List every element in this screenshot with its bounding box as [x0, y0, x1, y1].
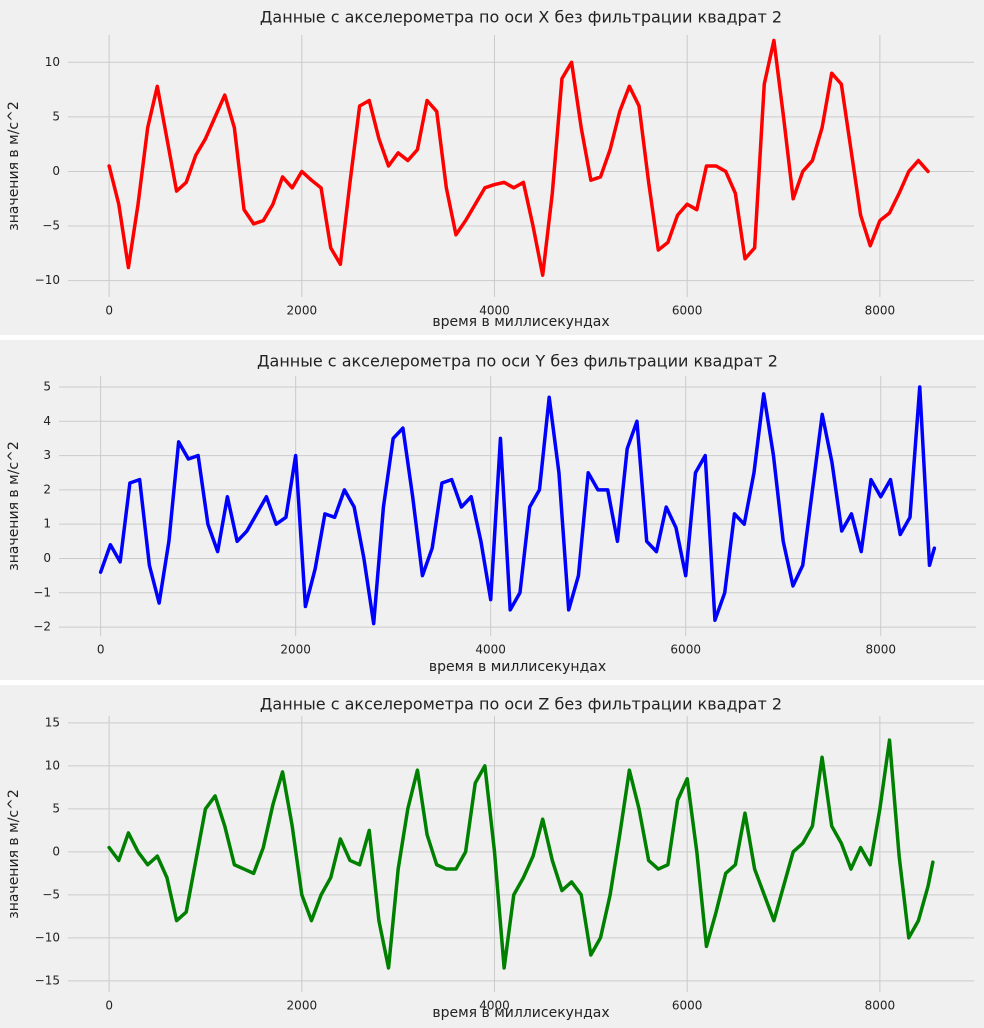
x-axis-label: время в миллисекундах: [429, 659, 606, 675]
x-tick-label: 2000: [287, 304, 318, 318]
panel-background: [0, 0, 984, 335]
x-tick-label: 0: [105, 304, 113, 318]
x-axis-label: время в миллисекундах: [432, 314, 609, 330]
y-tick-label: 0: [52, 844, 60, 858]
y-tick-label: −2: [33, 620, 51, 634]
y-axis-label: значения в м/с^2: [6, 101, 22, 231]
panel-background: [0, 340, 984, 680]
y-tick-label: −10: [35, 930, 60, 944]
y-tick-label: 5: [52, 109, 60, 123]
x-tick-label: 0: [105, 999, 113, 1013]
y-tick-label: 4: [43, 414, 51, 428]
panel-background: [0, 685, 984, 1028]
y-tick-label: 1: [43, 517, 51, 531]
y-tick-label: −15: [35, 973, 60, 987]
x-tick-label: 6000: [672, 999, 703, 1013]
x-tick-label: 6000: [672, 304, 703, 318]
y-tick-label: 10: [45, 758, 60, 772]
y-tick-label: −5: [42, 887, 60, 901]
chart-title: Данные с акселерометра по оси Z без филь…: [260, 695, 782, 714]
data-line: [107, 738, 935, 970]
y-tick-label: −1: [33, 585, 51, 599]
y-tick-label: 10: [45, 55, 60, 69]
y-tick-label: 5: [43, 379, 51, 393]
x-tick-label: 2000: [280, 643, 311, 657]
x-axis-label: время в миллисекундах: [432, 1005, 609, 1021]
subplot: −2 −1 0 1 2 3 4 5 0 2000 4000 6000 8000 Данные с аксе…: [0, 340, 984, 680]
chart-title: Данные с акселерометра по оси Y без филь…: [257, 352, 778, 371]
y-tick-label: 2: [43, 482, 51, 496]
subplot: −15 −10 −5 0 5 10 15 0 2000 4000 6000 8000 Данные с …: [0, 685, 984, 1028]
y-tick-label: 0: [52, 164, 60, 178]
x-tick-label: 4000: [479, 999, 510, 1013]
x-tick-label: 2000: [287, 999, 318, 1013]
y-axis-label: значения в м/с^2: [6, 789, 22, 919]
y-tick-label: 15: [45, 715, 60, 729]
x-tick-label: 4000: [475, 643, 506, 657]
subplot: −10 −5 0 5 10 0 2000 4000 6000 8000 Данные с аксел…: [0, 0, 984, 335]
y-tick-label: 0: [43, 551, 51, 565]
x-tick-label: 8000: [865, 643, 896, 657]
chart-title: Данные с акселерометра по оси X без филь…: [260, 8, 782, 27]
x-tick-label: 8000: [865, 304, 896, 318]
x-tick-label: 4000: [479, 304, 510, 318]
y-tick-label: −5: [42, 219, 60, 233]
x-tick-label: 6000: [670, 643, 701, 657]
y-tick-label: −10: [35, 273, 60, 287]
data-line: [107, 38, 930, 277]
y-tick-label: 5: [52, 801, 60, 815]
y-tick-label: 3: [43, 448, 51, 462]
x-tick-label: 8000: [865, 999, 896, 1013]
y-axis-label: значения в м/с^2: [6, 441, 22, 571]
data-line: [98, 385, 937, 626]
x-tick-label: 0: [97, 643, 105, 657]
